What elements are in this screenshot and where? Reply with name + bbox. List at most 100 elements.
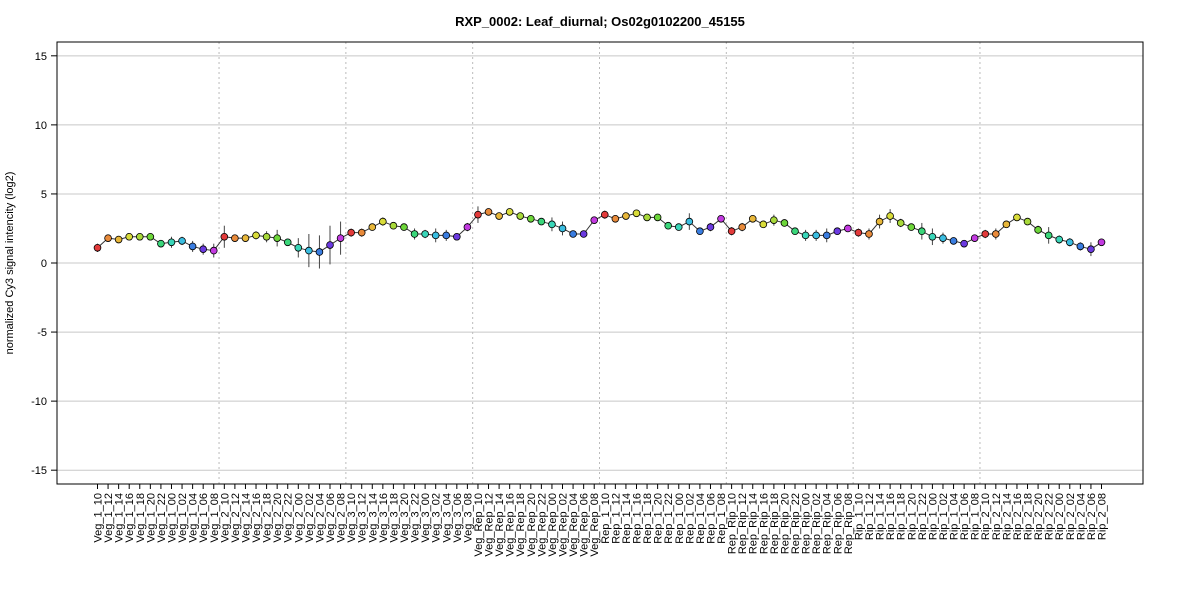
data-point (1013, 213, 1021, 222)
x-tick-label: Rip_1_22 (917, 493, 929, 540)
data-point (558, 224, 567, 233)
x-tick-label: Veg_1_12 (103, 493, 115, 543)
x-tick-label: Veg_2_06 (325, 493, 337, 543)
x-tick-label: Veg_Rep_16 (505, 493, 517, 557)
x-tick-label: Veg_Rep_06 (579, 493, 591, 557)
x-tick-label: Veg_1_04 (188, 493, 200, 543)
x-tick-label: Veg_Rep_12 (484, 493, 496, 557)
data-point (791, 227, 799, 236)
x-tick-label: Rip_2_10 (980, 493, 992, 540)
x-tick-label: Rip_2_00 (1054, 493, 1066, 540)
x-tick-label: Rip_2_12 (991, 493, 1003, 540)
data-point (209, 246, 218, 255)
x-tick-label: Rep_Rip_10 (727, 493, 739, 554)
data-point (780, 219, 789, 227)
x-tick-label: Veg_2_04 (314, 493, 326, 543)
data-point (801, 231, 810, 240)
data-point (453, 232, 461, 241)
x-tick-label: Veg_Rep_02 (558, 493, 570, 557)
data-point (1097, 238, 1106, 247)
x-axis-ticks: Veg_1_10Veg_1_12Veg_1_14Veg_1_16Veg_1_18… (93, 484, 1109, 557)
data-point (759, 220, 768, 229)
data-point (167, 238, 176, 247)
y-axis-label: normalized Cy3 signal intencity (log2) (4, 172, 16, 355)
data-point (727, 227, 736, 236)
data-point (600, 210, 609, 219)
data-point (283, 238, 292, 247)
x-tick-label: Rep_1_20 (653, 493, 665, 544)
data-point (960, 239, 968, 248)
data-point (653, 213, 662, 222)
x-tick-label: Rep_Rip_12 (737, 493, 749, 554)
data-point (812, 231, 820, 240)
data-point (294, 244, 303, 252)
x-tick-label: Veg_2_02 (304, 493, 316, 543)
data-point (463, 223, 472, 231)
data-point (822, 231, 831, 240)
x-tick-label: Veg_3_04 (441, 493, 453, 543)
x-tick-label: Rip_2_08 (1097, 493, 1109, 540)
data-point (865, 230, 873, 238)
x-tick-label: Rip_1_10 (853, 493, 865, 540)
x-tick-label: Veg_Rep_18 (515, 493, 527, 557)
x-tick-label: Rep_1_22 (663, 493, 675, 544)
data-point (231, 234, 239, 242)
data-point (833, 227, 842, 236)
x-tick-label: Rip_1_20 (906, 493, 918, 540)
data-point (241, 234, 250, 242)
data-point (949, 237, 958, 245)
x-tick-label: Rep_Rip_04 (822, 493, 834, 554)
data-point (632, 209, 641, 218)
x-tick-label: Veg_3_06 (452, 493, 464, 543)
x-tick-label: Veg_3_22 (410, 493, 422, 543)
x-tick-label: Rep_Rip_02 (811, 493, 823, 554)
x-tick-label: Rep_1_02 (684, 493, 696, 544)
x-tick-label: Veg_2_14 (240, 493, 252, 543)
y-tick-label: 0 (41, 258, 47, 270)
data-point (199, 245, 207, 253)
data-point (431, 231, 440, 240)
data-point (1087, 245, 1095, 253)
x-tick-label: Rip_2_14 (1001, 493, 1013, 540)
x-tick-label: Veg_3_08 (462, 493, 474, 543)
x-tick-label: Veg_Rep_22 (536, 493, 548, 557)
data-point (696, 227, 704, 236)
x-tick-label: Veg_Rep_20 (526, 493, 538, 557)
x-tick-label: Veg_3_20 (399, 493, 411, 543)
x-tick-label: Veg_2_10 (219, 493, 231, 543)
data-point (643, 213, 651, 222)
data-point (1065, 238, 1074, 247)
x-tick-label: Veg_1_00 (166, 493, 178, 543)
data-point (357, 228, 366, 237)
x-tick-label: Rep_Rip_22 (790, 493, 802, 554)
data-point (992, 230, 1000, 238)
x-tick-label: Rep_Rip_06 (832, 493, 844, 554)
x-tick-label: Rip_1_00 (927, 493, 939, 540)
data-point (188, 242, 197, 251)
data-point (114, 235, 123, 244)
data-point (854, 228, 863, 237)
data-point (1023, 217, 1032, 226)
x-tick-label: Veg_3_16 (378, 493, 390, 543)
data-point (400, 223, 408, 231)
data-point (505, 208, 514, 216)
x-tick-label: Rep_Rip_14 (748, 493, 760, 554)
x-tick-label: Veg_1_06 (198, 493, 210, 543)
data-point (918, 227, 926, 236)
x-tick-label: Rep_Rip_16 (758, 493, 770, 554)
data-point (442, 231, 451, 240)
x-tick-label: Rip_2_18 (1023, 493, 1035, 540)
series-line-layer (97, 211, 1102, 253)
data-point (685, 217, 694, 226)
x-tick-label: Veg_2_08 (336, 493, 348, 543)
data-point (326, 241, 334, 249)
data-point (738, 223, 746, 231)
x-tick-label: Rep_1_08 (716, 493, 728, 544)
data-point (252, 231, 260, 240)
x-tick-label: Veg_1_14 (114, 493, 126, 543)
data-point (474, 210, 482, 219)
data-point (379, 217, 387, 226)
data-point (484, 208, 493, 216)
y-tick-label: -10 (31, 396, 47, 408)
